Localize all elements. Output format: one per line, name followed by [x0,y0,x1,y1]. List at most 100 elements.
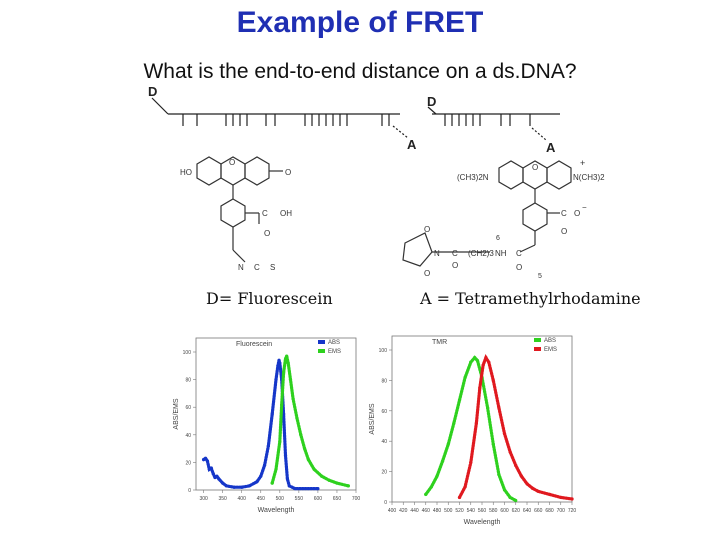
base-pair-ticks [182,114,531,126]
tmr-atom-ch2: (CH2)3 [468,249,494,258]
fluorescein-abs-series-point [217,477,221,481]
fl-atom-oh: OH [280,209,292,218]
tmr-atom-o5: O [516,263,522,272]
tmr-legend-swatch-abs [534,338,541,342]
fluorescein-abs-series-point [287,484,291,488]
dna-label-a-left: A [407,137,417,152]
fl-atom-keto: O [285,168,291,177]
tmr-abs-series-point [508,495,512,500]
tmr-ems-series-point [519,474,523,478]
tmr-abs-series-point [446,442,450,446]
fl-atom-n: N [238,263,244,272]
fluorescein-x-tick-label: 600 [314,496,323,502]
tmr-ems-series-point [525,482,529,486]
fluorescein-abs-series-point [278,361,282,365]
fluorescein-ems-series-point [270,481,274,485]
tmr-abs-series-point [502,488,507,492]
fluorescein-abs-series-point [274,378,278,382]
fluorescein-abs-series-point [262,463,267,467]
tmr-atom-c-link: C [452,249,458,258]
acceptor-caption: A = Tetramethylrhodamine [420,289,641,308]
tmr-x-tick-label: 640 [523,508,532,514]
fluorescein-legend-swatch-ems [318,349,325,353]
tmr-ems-series-point [531,486,535,490]
tmr-atom-nme2-left: (CH3)2N [457,173,489,182]
tmr-abs-series [424,355,518,503]
fluorescein-x-tick-label: 350 [218,496,227,502]
tmr-x-tick-label: 700 [557,508,566,514]
fluorescein-ems-series-point [274,467,278,471]
fluorescein-x-tick-label: 450 [257,496,266,502]
fluorescein-y-tick-label: 40 [185,433,191,439]
fluorescein-x-tick-label: 500 [276,496,285,502]
fluorescein-abs-series-point [266,444,270,448]
tmr-ems-series-point [491,378,495,382]
tmr-ems-series-point [474,421,478,425]
fluorescein-ems-series-point [283,357,288,361]
fluorescein-legend-label-abs: ABS [328,340,340,346]
fluorescein-x-tick-label: 400 [238,496,247,502]
dna-label-d-left: D [148,84,157,99]
fluorescein-abs-series-point [270,412,274,416]
fluorescein-abs-series-point [209,466,213,470]
tmr-abs-series-point [497,473,501,477]
fluorescein-ems-series-point [306,458,310,462]
tmr-ems-series-point [547,492,552,496]
fluorescein-abs-series-point [259,474,263,478]
tmr-atom-nh: NH [495,249,507,258]
tmr-plot-frame [391,335,573,503]
tmr-x-tick-label: 540 [467,508,476,514]
fluorescein-abs-series-point [203,456,208,460]
tmr-y-tick-label: 20 [381,470,387,476]
fluorescein-abs-series-point [221,481,225,485]
fluorescein-abs-series-point [224,484,229,488]
tmr-abs-series-point [514,498,518,503]
fluorescein-abs-series-point [211,471,215,476]
tmr-abs-series-point [457,398,462,402]
tmr-ems-series-point [570,497,574,501]
tmr-x-tick-label: 500 [444,508,453,514]
donor-linker-right [427,106,437,115]
tmr-ems-series-point [469,460,473,465]
fluorescein-ems-series-point [278,440,282,444]
fluorescein-ems-series-point [285,354,289,358]
fluorescein-legend-label-ems: EMS [328,349,341,355]
tmr-chart-title: TMR [432,339,447,346]
tmr-y-tick-label: 80 [381,378,387,384]
tmr-abs-series-point [424,492,428,496]
tmr-ems-series-point [478,386,482,390]
tmr-legend-swatch-ems [534,347,541,351]
tmr-x-tick-label: 560 [478,508,487,514]
fluorescein-y-tick-label: 20 [185,460,191,466]
tmr-atom-n-mal: N [434,249,440,258]
tmr-x-tick-label: 680 [545,508,554,514]
fluorescein-abs-series-point [316,487,320,491]
fluorescein-y-tick-label: 60 [185,405,191,411]
fluorescein-abs-series-point [247,484,251,488]
dna-label-a-right: A [546,140,556,155]
tmr-y-tick-label: 100 [379,348,388,354]
tmr-atom-s5: 5 [538,273,542,280]
tmr-y-tick-label: 0 [384,500,387,506]
tmr-ems-series-point [508,450,512,454]
tmr-ems-series-point [497,406,501,410]
fluorescein-structure: HO O O C OH O N C S [180,156,292,272]
tmr-abs-series-point [463,375,467,379]
fluorescein-ems-series-point [282,371,286,375]
tmr-atom-o4: O [452,261,458,270]
fl-atom-c2: C [254,263,260,272]
fluorescein-legend-swatch-abs [318,340,325,344]
tmr-abs-series-point [469,360,473,364]
fluorescein-y-tick-label: 80 [185,378,191,384]
fluorescein-abs-series [202,359,320,491]
tmr-atom-o-minus: O [574,209,580,218]
fluorescein-x-tick-label: 300 [199,496,208,502]
acceptor-linker-left [392,125,409,139]
slide-title: Example of FRET [236,6,484,39]
tmr-structure: (CH3)2N O N(CH3)2 + C O − O 6 5 O O N C … [402,158,605,280]
tmr-y-tick-label: 60 [381,409,387,415]
fluorescein-ems-series-point [295,416,299,420]
fluorescein-abs-series-point [283,453,288,458]
tmr-atom-s6: 6 [496,235,500,242]
